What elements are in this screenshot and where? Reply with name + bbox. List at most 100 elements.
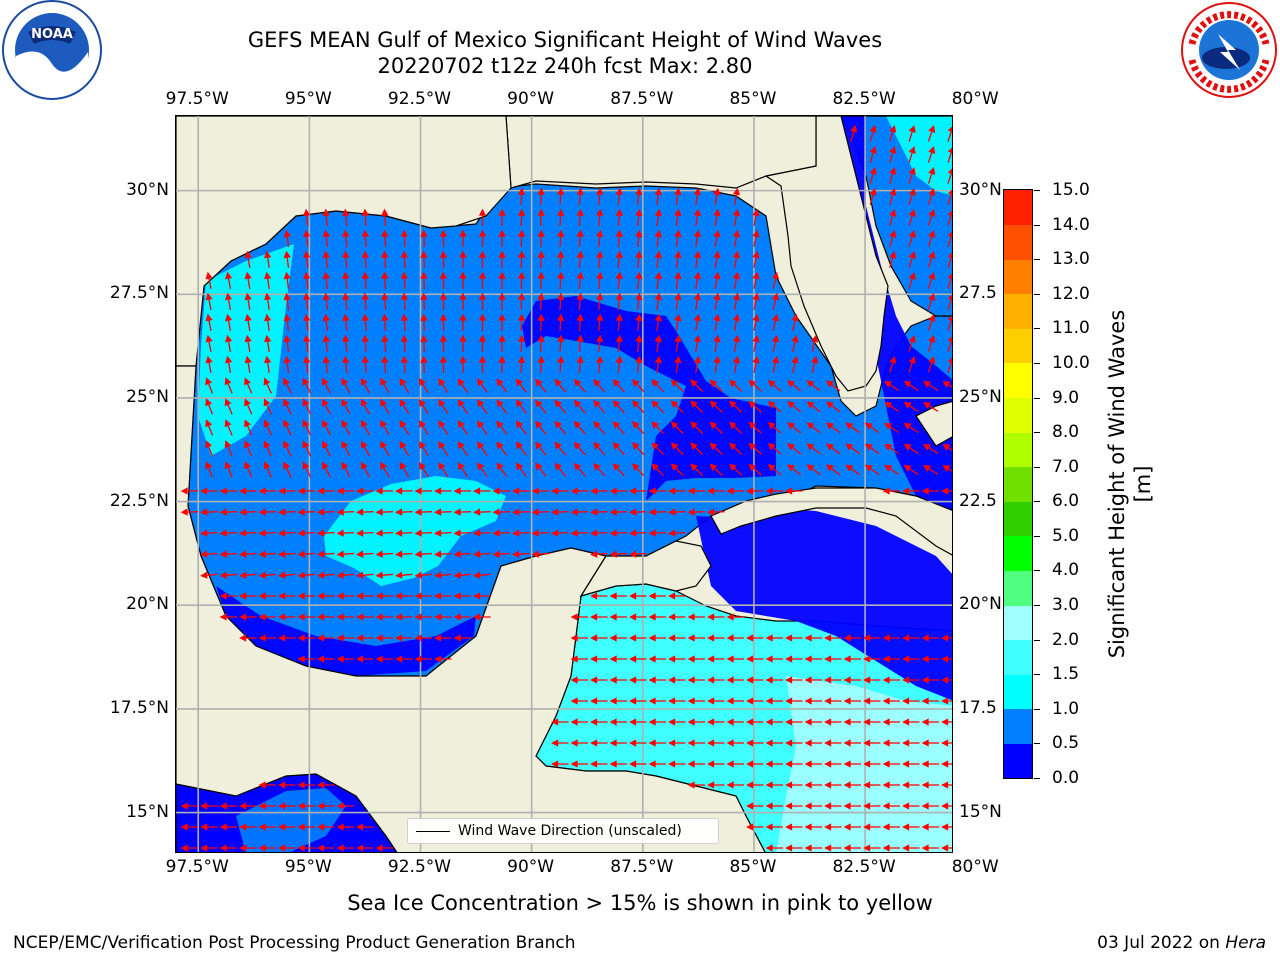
wave-arrow-877: [824, 844, 842, 852]
wave-arrow-483: [356, 487, 374, 495]
y-tick-left-1: 27.5°N: [109, 283, 169, 304]
wave-arrow-287: [224, 377, 233, 394]
wave-arrow-350: [729, 400, 743, 413]
wave-arrow-564: [219, 550, 238, 558]
wave-arrow-529: [551, 508, 569, 516]
colorbar-segment-1: [1004, 708, 1032, 744]
wave-arrow-174: [674, 292, 682, 310]
wave-arrow-820: [921, 781, 939, 789]
wave-arrow-849: [317, 823, 335, 831]
wave-arrow-739: [921, 697, 939, 705]
wave-arrow-480: [297, 487, 316, 495]
wave-arrow-574: [414, 550, 433, 558]
wave-arrow-320: [903, 380, 919, 391]
wave-arrow-614: [609, 592, 627, 600]
colorbar-tick-label-10: 8.0: [1052, 422, 1080, 443]
wave-arrow-16: [517, 187, 526, 206]
colorbar-tick-label-1: 0.5: [1052, 733, 1080, 754]
colorbar-tick-mark-0: [1034, 778, 1040, 779]
wave-arrow-780: [902, 739, 920, 747]
wave-arrow-4: [927, 125, 936, 142]
colorbar-tick-label-4: 2.0: [1052, 629, 1080, 650]
wave-arrow-630: [453, 613, 471, 621]
wave-arrow-616: [648, 592, 666, 600]
wave-arrow-649: [395, 634, 413, 642]
wave-arrow-221: [322, 334, 330, 353]
wave-arrow-738: [902, 697, 920, 705]
wave-arrow-326: [263, 398, 272, 415]
wave-arrow-882: [921, 844, 939, 852]
wave-arrow-180: [927, 293, 936, 310]
legend-line-sample: [416, 831, 450, 832]
wave-arrow-138: [615, 271, 623, 290]
wave-arrow-434: [942, 444, 952, 451]
y-tick-right-1: 27.5: [959, 283, 997, 304]
wave-arrow-250: [205, 355, 213, 374]
wave-arrow-179: [771, 292, 780, 310]
wave-arrow-223: [361, 334, 370, 353]
colorbar-segment-12: [1004, 328, 1032, 364]
wave-arrow-714: [824, 676, 842, 684]
wave-arrow-816: [843, 781, 861, 789]
wave-arrow-69: [517, 229, 526, 248]
wave-arrow-802: [921, 760, 939, 768]
wave-arrow-237: [635, 334, 643, 352]
wave-arrow-241: [713, 334, 721, 353]
wave-arrow-535: [668, 508, 686, 516]
wave-arrow-89: [303, 250, 311, 268]
wave-arrow-692: [785, 655, 803, 663]
wave-arrow-81: [752, 229, 760, 247]
wave-arrow-378: [573, 420, 586, 435]
colorbar-tick-mark-4: [1034, 639, 1040, 641]
y-tick-left-5: 17.5°N: [109, 697, 169, 718]
wave-arrow-660: [707, 634, 725, 642]
wave-arrow-46: [635, 208, 643, 226]
wave-arrow-25: [693, 187, 701, 206]
wave-arrow-192: [400, 313, 408, 332]
wave-arrow-742: [570, 718, 588, 726]
wave-arrow-727: [687, 697, 705, 705]
wave-arrow-655: [609, 634, 627, 642]
wave-arrow-216: [224, 334, 233, 353]
wave-arrow-282: [889, 355, 897, 373]
wave-arrow-283: [908, 356, 916, 373]
wave-arrow-463: [748, 463, 762, 476]
wave-arrow-602: [278, 592, 296, 600]
wave-arrow-155: [303, 292, 311, 310]
wave-arrow-356: [884, 401, 899, 413]
wave-arrow-84: [927, 230, 936, 247]
wave-arrow-697: [882, 655, 900, 663]
wave-arrow-769: [687, 739, 705, 747]
wave-arrow-305: [573, 378, 586, 393]
footer-date: 03 Jul 2022 on Hera: [1097, 933, 1266, 953]
wave-arrow-598: [473, 571, 491, 579]
wave-arrow-772: [746, 739, 764, 747]
wave-arrow-735: [843, 697, 861, 705]
wave-arrow-721: [570, 697, 588, 705]
wave-arrow-316: [787, 380, 802, 392]
wave-arrow-260: [400, 355, 408, 374]
wave-arrow-66: [459, 229, 467, 248]
wave-arrow-709: [726, 676, 744, 684]
wave-arrow-215: [205, 334, 213, 353]
wave-arrow-167: [537, 292, 545, 311]
wave-arrow-491: [512, 487, 530, 495]
x-tick-bottom-4: 87.5°W: [610, 857, 674, 877]
wind-wave-direction-arrows: [180, 124, 952, 852]
wave-arrow-484: [375, 487, 394, 495]
wave-arrow-559: [609, 529, 628, 537]
colorbar-segment-4: [1004, 605, 1032, 641]
wave-arrow-189: [342, 313, 350, 332]
wave-arrow-590: [317, 571, 335, 579]
wave-arrow-60: [342, 229, 350, 248]
wave-arrow-672: [941, 634, 952, 642]
wave-arrow-295: [380, 377, 390, 394]
wave-arrow-744: [609, 718, 627, 726]
wave-arrow-828: [297, 802, 315, 810]
colorbar-tick-mark-12: [1034, 362, 1040, 364]
x-tick-top-1: 95°W: [284, 89, 332, 109]
wave-arrow-349: [709, 400, 723, 413]
wave-arrow-845: [239, 823, 257, 831]
wave-arrow-36: [361, 208, 370, 227]
wave-arrow-556: [551, 529, 569, 537]
